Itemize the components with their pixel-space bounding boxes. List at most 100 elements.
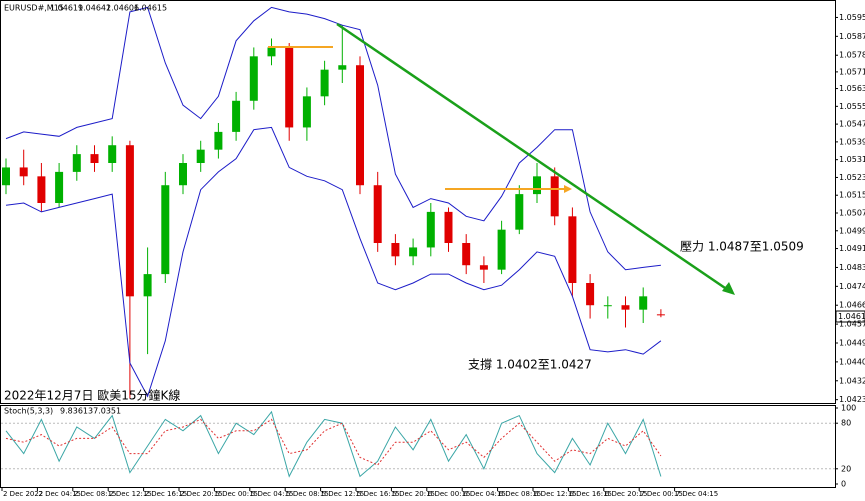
y-tick-label: 1.04405 — [839, 357, 865, 366]
y-tick-label: 1.05955 — [839, 13, 865, 22]
candle-body — [656, 314, 665, 316]
candle-body — [639, 296, 648, 310]
plot — [1, 6, 835, 478]
current-price: 1.04615 — [838, 312, 865, 321]
candle-body — [72, 154, 81, 172]
stoch-name: Stoch(5,3,3) — [4, 407, 53, 416]
candle-body — [462, 243, 471, 266]
x-tick-label: 6 Dec 08:15 — [499, 490, 542, 498]
y-tick-label: 1.05635 — [839, 84, 865, 93]
ohlc-low: 1.04606 — [106, 4, 139, 13]
candle-body — [356, 65, 364, 186]
candle-body — [2, 167, 10, 186]
candle-body — [391, 243, 400, 257]
y-tick-label: 100 — [841, 404, 856, 413]
ohlc-close: 1.04615 — [134, 4, 167, 13]
x-tick-label: 6 Dec 04:15 — [463, 490, 506, 498]
candle-body — [497, 229, 506, 270]
y-tick-label: 1.05315 — [839, 155, 865, 164]
x-tick-label: 2 Dec 16:15 — [145, 490, 188, 498]
y-tick-label: 1.04915 — [839, 244, 865, 253]
candle-body — [55, 171, 64, 203]
y-tick-label: 1.05555 — [839, 102, 865, 111]
arrow-head — [564, 185, 572, 193]
candle-body — [603, 305, 612, 307]
candle-body — [338, 65, 347, 70]
candle-body — [179, 163, 187, 186]
main-panel — [0, 0, 836, 404]
x-tick-label: 2 Dec 08:15 — [74, 490, 117, 498]
y-tick-label: 1.04830 — [839, 263, 865, 272]
y-tick-label: 1.04235 — [839, 395, 865, 404]
candle-body — [37, 176, 46, 203]
x-tick-label: 2 Dec 12:15 — [109, 490, 152, 498]
y-tick-label: 1.04660 — [839, 301, 865, 310]
stoch-k-value: 9.8361 — [60, 407, 88, 416]
candle-body — [568, 216, 577, 283]
x-tick-label: 6 Dec 20:15 — [605, 490, 648, 498]
candle-body — [479, 265, 488, 270]
band-lower — [5, 126, 662, 398]
x-tick-label: 5 Dec 08:15 — [286, 490, 329, 498]
band-upper — [5, 6, 661, 271]
x-tick-label: 5 Dec 04:15 — [251, 490, 294, 498]
candle-body — [550, 176, 559, 217]
candle-body — [373, 185, 382, 243]
y-tick-label: 1.05155 — [839, 191, 865, 200]
candle-body — [19, 167, 28, 177]
x-tick-label: 5 Dec 00:15 — [215, 490, 258, 498]
candle-body — [320, 69, 329, 97]
candle-body — [108, 145, 117, 163]
stoch-panel — [0, 405, 836, 488]
candle-body — [444, 211, 453, 243]
ohlc-open: 1.04619 — [50, 4, 83, 13]
candle-body — [533, 176, 541, 195]
y-tick-label: 1.05785 — [839, 51, 865, 60]
candle-body — [90, 154, 99, 163]
arrow-head — [722, 282, 735, 295]
candle-body — [426, 211, 435, 248]
candle-body — [143, 274, 152, 297]
candle-body — [586, 283, 595, 306]
y-tick-label: 1.04995 — [839, 226, 865, 235]
annotation: 支撐 1.0402至1.0427 — [468, 358, 592, 372]
candle-body — [515, 194, 524, 230]
y-tick-label: 1.04490 — [839, 339, 865, 348]
stoch-d — [5, 418, 662, 466]
y-tick-label: 0 — [841, 480, 846, 489]
candle-body — [232, 100, 241, 132]
y-tick-label: 1.05075 — [839, 209, 865, 218]
x-tick-label: 5 Dec 12:15 — [322, 490, 365, 498]
x-tick-label: 5 Dec 16:15 — [357, 490, 400, 498]
y-tick-label: 1.04320 — [839, 376, 865, 385]
caption: 2022年12月7日 歐美15分鐘K線 — [4, 388, 180, 403]
x-tick-label: 2 Dec 20:15 — [180, 490, 223, 498]
y-tick-label: 1.04575 — [839, 320, 865, 329]
candle-body — [249, 56, 258, 101]
x-tick-label: 6 Dec 00:15 — [428, 490, 471, 498]
y-tick-label: 1.05475 — [839, 120, 865, 129]
candle-body — [285, 47, 294, 128]
y-tick-label: 80 — [841, 419, 851, 428]
trend-line — [336, 22, 729, 292]
price-box — [835, 310, 865, 323]
x-tick-label: 7 Dec 04:15 — [676, 490, 719, 498]
annotation: 壓力 1.0487至1.0509 — [680, 240, 804, 254]
x-tick-label: 2 Dec 04:15 — [38, 490, 81, 498]
x-tick-label: 5 Dec 20:15 — [392, 490, 435, 498]
candle-body — [214, 131, 223, 150]
x-tick-label: 2 Dec 2022 — [3, 490, 43, 498]
candle-body — [409, 247, 418, 257]
ohlc-high: 1.04642 — [78, 4, 111, 13]
symbol: EURUSD#,M15 — [4, 4, 64, 13]
y-tick-label: 1.05235 — [839, 173, 865, 182]
y-tick-label: 1.04745 — [839, 282, 865, 291]
y-tick-label: 1.05395 — [839, 137, 865, 146]
x-tick-label: 6 Dec 12:15 — [534, 490, 577, 498]
candle-body — [196, 149, 205, 163]
stoch-k — [5, 410, 662, 478]
y-tick-label: 20 — [841, 464, 851, 473]
x-tick-label: 7 Dec 00:15 — [640, 490, 683, 498]
stoch-d-value: 37.0351 — [88, 407, 121, 416]
